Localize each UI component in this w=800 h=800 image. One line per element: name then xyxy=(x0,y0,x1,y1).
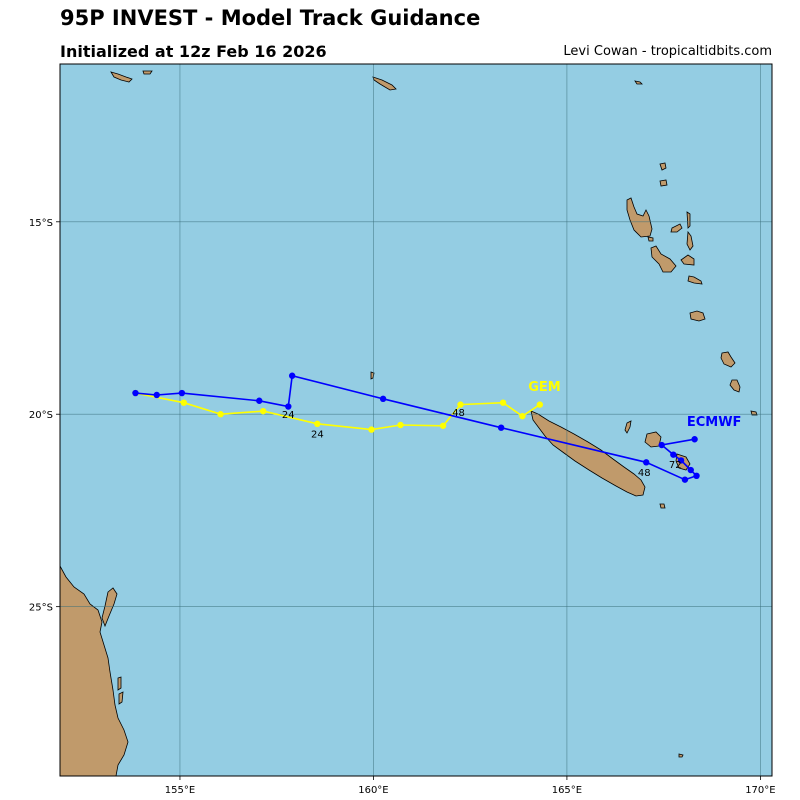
ecmwf-track-point xyxy=(132,389,139,397)
ecmwf-hour-label: 24 xyxy=(282,410,295,421)
ecmwf-track-point xyxy=(693,472,700,480)
gem-track-line xyxy=(135,392,541,431)
vanuatu-5 xyxy=(686,211,691,229)
santa-cruz-island xyxy=(634,80,643,85)
walpole-islet xyxy=(678,753,684,758)
ecmwf-track-point xyxy=(670,451,677,458)
gem-track-point xyxy=(368,426,375,433)
page-title: 95P INVEST - Model Track Guidance xyxy=(60,6,481,30)
gem-hour-label: 48 xyxy=(452,408,465,419)
ecmwf-track-point xyxy=(288,372,296,379)
ecmwf-track-point xyxy=(285,403,292,410)
ecmwf-track-point xyxy=(687,466,694,474)
lon-tick-label: 155°E xyxy=(165,785,195,796)
gem-track-point xyxy=(397,421,404,429)
vanuatu-7 xyxy=(680,254,695,266)
solomon-island-3 xyxy=(372,76,397,91)
vanuatu-1 xyxy=(659,162,667,171)
land-layer xyxy=(60,70,758,776)
axis-ticks: 155°E 160°E 165°E 170°E 15°S 20°S 25°S xyxy=(29,218,776,796)
australia-cape xyxy=(101,587,118,628)
vanuatu-8 xyxy=(687,275,703,285)
ecmwf-track-point xyxy=(256,397,263,404)
fraser-island xyxy=(117,676,122,691)
australia-land xyxy=(60,565,129,776)
lon-tick-label: 160°E xyxy=(358,785,388,796)
ecmwf-track xyxy=(132,372,700,483)
init-subtitle: Initialized at 12z Feb 16 2026 xyxy=(60,42,327,61)
lon-tick-label: 165°E xyxy=(552,785,582,796)
ecmwf-track-point xyxy=(677,457,685,464)
gem-track-point xyxy=(439,422,447,429)
solomon-island-2 xyxy=(142,70,153,75)
gem-track-point xyxy=(217,411,224,418)
ecmwf-hour-label: 72 xyxy=(669,460,682,471)
ecmwf-model-label: ECMWF xyxy=(687,415,742,430)
gem-track-point xyxy=(536,401,544,408)
ecmwf-track-point xyxy=(643,459,650,466)
ocean xyxy=(60,64,772,776)
solomon-island-1 xyxy=(110,71,133,83)
track-layer xyxy=(132,372,700,483)
vanuatu-3 xyxy=(647,236,654,242)
ecmwf-track-point xyxy=(691,436,698,443)
gem-track-point xyxy=(314,420,321,428)
vanuatu-2 xyxy=(659,179,668,187)
credit-text: Levi Cowan - tropicaltidbits.com xyxy=(563,44,772,59)
gem-track-point xyxy=(259,407,267,415)
moreton-island xyxy=(118,691,124,705)
ecmwf-track-point xyxy=(681,476,689,483)
gem-track-point xyxy=(499,399,507,406)
isle-of-pines xyxy=(659,503,666,509)
ecmwf-track-point xyxy=(153,391,160,399)
ouvea xyxy=(624,420,632,434)
lon-tick-label: 170°E xyxy=(745,785,775,796)
gem-track-point xyxy=(519,412,526,420)
ecmwf-track-line xyxy=(135,374,698,481)
ecmwf-track-point xyxy=(658,441,665,449)
map-frame xyxy=(59,63,773,777)
new-caledonia xyxy=(530,410,646,497)
lat-tick-label: 15°S xyxy=(29,218,53,229)
gem-model-label: GEM xyxy=(528,380,561,395)
gem-track-point xyxy=(457,401,464,408)
tanna xyxy=(729,379,741,393)
gem-hour-label: 24 xyxy=(311,429,324,440)
grid-lines xyxy=(60,64,772,776)
malakula xyxy=(650,245,677,273)
ecmwf-track-point xyxy=(178,389,186,397)
vanuatu-6 xyxy=(686,230,694,251)
lat-tick-label: 25°S xyxy=(29,603,53,614)
erromango xyxy=(720,351,736,368)
track-labels: 48 24 GEM 72 48 24 ECMWF xyxy=(282,380,742,479)
ecmwf-track-point xyxy=(379,395,387,403)
gem-track-point xyxy=(180,399,188,406)
ecmwf-track-point xyxy=(497,424,505,431)
lat-tick-label: 20°S xyxy=(29,410,53,421)
vanuatu-4 xyxy=(670,223,683,233)
efate xyxy=(689,310,706,322)
ecmwf-hour-label: 48 xyxy=(638,468,651,479)
